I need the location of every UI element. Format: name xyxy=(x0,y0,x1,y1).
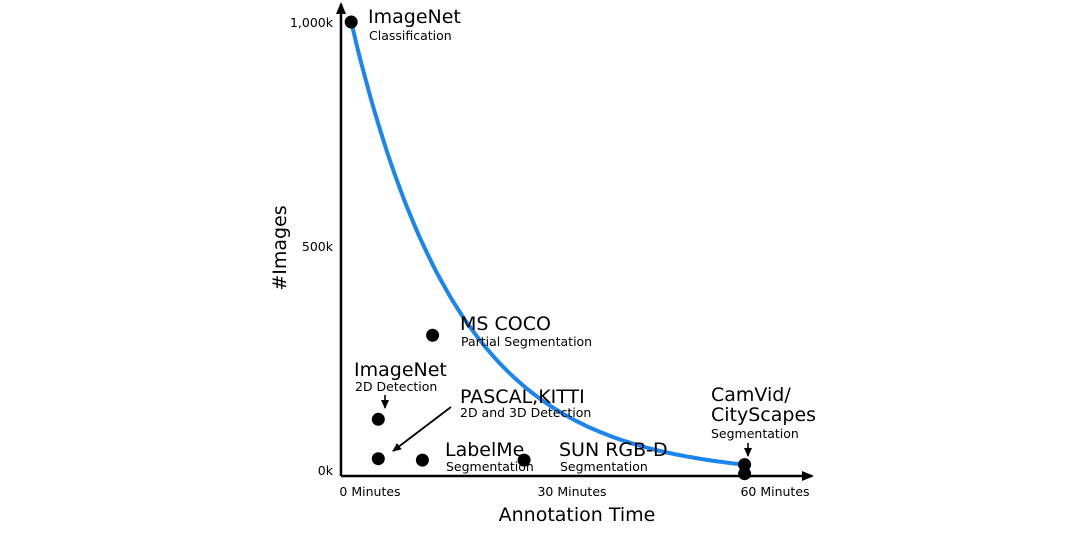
sublabel-camvid-segmentation: Segmentation xyxy=(711,426,799,441)
label-cityscapes: CityScapes xyxy=(711,404,816,426)
arrow-pascal-kitti xyxy=(392,406,452,452)
y-tick-label: 1,000k xyxy=(290,15,334,30)
sublabel-classification: Classification xyxy=(369,28,452,43)
label-pascal-kitti: PASCAL,KITTI xyxy=(460,386,585,408)
label-imagenet-detection: ImageNet xyxy=(354,359,447,381)
label-labelme: LabelMe xyxy=(445,439,524,461)
data-points xyxy=(344,15,752,481)
data-point-imagenet-classification xyxy=(344,15,358,29)
label-ms-coco: MS COCO xyxy=(460,313,551,335)
x-tick-label: 30 Minutes xyxy=(537,484,606,499)
trend-curve xyxy=(349,20,747,467)
data-point-ms-coco xyxy=(426,328,440,342)
x-tick-label: 60 Minutes xyxy=(740,484,809,499)
sublabel-2d-detection: 2D Detection xyxy=(355,379,437,394)
label-sun-rgbd: SUN RGB-D xyxy=(559,439,668,461)
sublabel-sun-segmentation: Segmentation xyxy=(560,459,648,474)
data-point-imagenet-detection xyxy=(371,412,385,426)
data-point-cityscapes-axis xyxy=(738,467,752,481)
label-camvid: CamVid/ xyxy=(711,384,791,406)
data-point-labelme xyxy=(415,453,429,467)
data-point-camvid xyxy=(738,458,752,472)
sublabel-2d-3d-detection: 2D and 3D Detection xyxy=(460,405,591,420)
x-tick-label: 0 Minutes xyxy=(339,484,400,499)
x-axis-label: Annotation Time xyxy=(499,504,656,526)
data-point-sun-rgbd xyxy=(517,453,531,467)
y-tick-label: 0k xyxy=(318,463,334,478)
data-point-pascal-kitti xyxy=(371,452,385,466)
label-imagenet: ImageNet xyxy=(368,6,461,28)
sublabel-partial-segmentation: Partial Segmentation xyxy=(461,334,592,349)
sublabel-labelme-segmentation: Segmentation xyxy=(446,459,534,474)
y-axis-label: #Images xyxy=(269,205,291,290)
y-tick-label: 500k xyxy=(302,239,334,254)
